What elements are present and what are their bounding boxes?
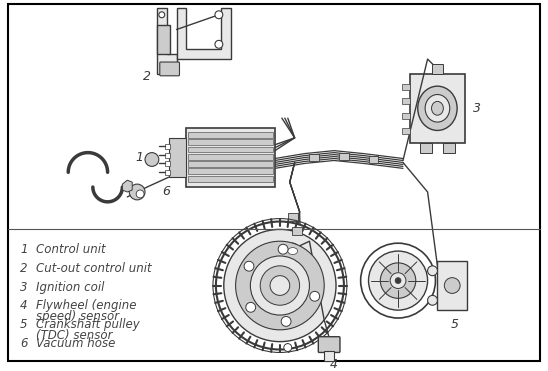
- Bar: [339, 152, 349, 161]
- Bar: [292, 227, 301, 235]
- Polygon shape: [122, 180, 132, 192]
- Circle shape: [444, 278, 460, 293]
- Bar: [165, 170, 170, 175]
- Circle shape: [129, 184, 145, 200]
- Circle shape: [390, 273, 406, 289]
- Circle shape: [270, 276, 290, 295]
- Circle shape: [224, 229, 336, 342]
- Bar: [324, 351, 334, 361]
- Polygon shape: [157, 24, 170, 54]
- Bar: [402, 98, 410, 104]
- Circle shape: [260, 266, 300, 305]
- Circle shape: [244, 261, 254, 271]
- Bar: [402, 113, 410, 119]
- Circle shape: [427, 295, 437, 305]
- Text: 3: 3: [473, 102, 481, 115]
- Bar: [189, 176, 273, 182]
- Text: 2: 2: [20, 262, 27, 275]
- Circle shape: [246, 302, 256, 312]
- Text: 5: 5: [20, 318, 27, 331]
- Bar: [186, 128, 275, 187]
- Text: 3: 3: [20, 280, 27, 293]
- Polygon shape: [176, 8, 231, 59]
- Bar: [189, 147, 273, 152]
- Circle shape: [361, 243, 436, 318]
- Circle shape: [395, 278, 401, 283]
- FancyBboxPatch shape: [160, 62, 180, 76]
- Bar: [189, 168, 273, 174]
- Circle shape: [216, 221, 344, 349]
- Text: Cut-out control unit: Cut-out control unit: [36, 262, 151, 275]
- Text: 6: 6: [20, 337, 27, 350]
- Ellipse shape: [425, 95, 450, 122]
- Bar: [189, 132, 273, 138]
- Text: Ignition coil: Ignition coil: [36, 280, 104, 293]
- Bar: [368, 155, 378, 164]
- Bar: [431, 64, 443, 74]
- Polygon shape: [437, 261, 467, 310]
- Ellipse shape: [288, 247, 298, 255]
- Bar: [189, 154, 273, 160]
- Bar: [310, 154, 319, 161]
- Polygon shape: [157, 8, 176, 74]
- FancyBboxPatch shape: [318, 337, 340, 352]
- Circle shape: [284, 344, 292, 351]
- Text: 1: 1: [135, 151, 143, 164]
- Circle shape: [136, 190, 144, 198]
- Text: Flywheel (engine: Flywheel (engine: [36, 299, 136, 312]
- Text: speed) sensor: speed) sensor: [36, 310, 119, 323]
- Bar: [402, 84, 410, 89]
- Circle shape: [278, 244, 288, 254]
- Bar: [165, 152, 170, 158]
- Circle shape: [287, 243, 299, 255]
- Circle shape: [236, 241, 324, 330]
- Circle shape: [250, 256, 310, 315]
- Text: 4: 4: [330, 358, 338, 371]
- Bar: [288, 213, 298, 220]
- Text: Crankshaft pulley: Crankshaft pulley: [36, 318, 140, 331]
- Bar: [402, 128, 410, 134]
- Text: 2: 2: [143, 70, 151, 83]
- Text: 5: 5: [451, 318, 459, 331]
- Circle shape: [281, 316, 291, 326]
- Polygon shape: [410, 74, 465, 143]
- Circle shape: [159, 12, 165, 18]
- Bar: [189, 139, 273, 145]
- Circle shape: [427, 266, 437, 276]
- Ellipse shape: [431, 101, 443, 115]
- Text: 1: 1: [20, 243, 27, 256]
- Text: Control unit: Control unit: [36, 243, 105, 256]
- Bar: [165, 144, 170, 149]
- Text: 6: 6: [163, 186, 170, 198]
- Circle shape: [368, 251, 427, 310]
- Bar: [443, 143, 455, 152]
- Circle shape: [215, 11, 223, 19]
- Bar: [189, 161, 273, 167]
- Circle shape: [380, 263, 416, 298]
- Polygon shape: [169, 138, 186, 177]
- Ellipse shape: [418, 86, 457, 131]
- Text: 4: 4: [20, 299, 27, 312]
- Circle shape: [215, 40, 223, 48]
- Bar: [165, 161, 170, 166]
- Bar: [420, 143, 431, 152]
- Circle shape: [310, 291, 319, 301]
- Text: Vacuum hose: Vacuum hose: [36, 337, 115, 350]
- Circle shape: [145, 152, 159, 166]
- Text: (TDC) sensor: (TDC) sensor: [36, 329, 112, 342]
